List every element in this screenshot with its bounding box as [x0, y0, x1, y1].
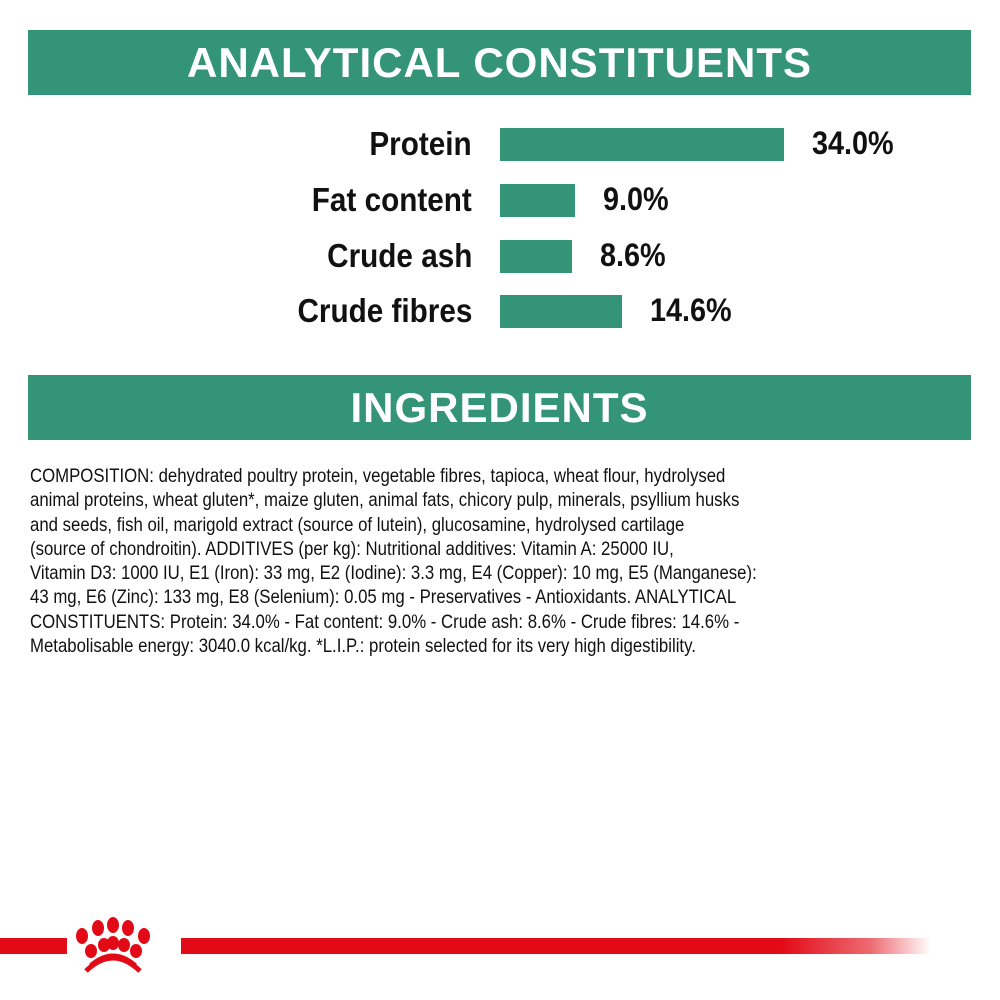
bar-label: Protein — [369, 125, 472, 162]
bar-label: Crude fibres — [297, 292, 472, 329]
analytical-constituents-header: ANALYTICAL CONSTITUENTS — [28, 30, 971, 95]
brand-line-right — [181, 938, 931, 954]
bar — [500, 184, 576, 217]
bar — [500, 128, 784, 161]
bar-label: Crude ash — [326, 237, 472, 274]
royal-crown-paw-icon — [76, 917, 150, 973]
ingredients-line: animal proteins, wheat gluten*, maize gl… — [30, 489, 740, 512]
ingredients-line: (source of chondroitin). ADDITIVES (per … — [30, 537, 674, 560]
bar — [500, 295, 622, 328]
bar-value-label: 14.6% — [649, 292, 732, 328]
ingredients-text: COMPOSITION: dehydrated poultry protein,… — [30, 464, 875, 658]
bar-value-label: 8.6% — [599, 237, 666, 273]
ingredients-line: Metabolisable energy: 3040.0 kcal/kg. *L… — [30, 635, 696, 658]
ingredients-header: INGREDIENTS — [28, 375, 971, 440]
ingredients-line: COMPOSITION: dehydrated poultry protein,… — [30, 465, 726, 487]
bar-value-label: 34.0% — [811, 125, 894, 161]
ingredients-line: CONSTITUENTS: Protein: 34.0% - Fat conte… — [30, 610, 740, 633]
bar — [500, 240, 572, 273]
bar-label: Fat content — [311, 181, 472, 218]
ingredients-line: 43 mg, E6 (Zinc): 133 mg, E8 (Selenium):… — [30, 586, 737, 609]
bar-value-label: 9.0% — [603, 181, 669, 217]
ingredients-line: and seeds, fish oil, marigold extract (s… — [30, 513, 685, 536]
brand-line-left — [0, 938, 67, 954]
ingredients-line: Vitamin D3: 1000 IU, E1 (Iron): 33 mg, E… — [30, 562, 757, 585]
